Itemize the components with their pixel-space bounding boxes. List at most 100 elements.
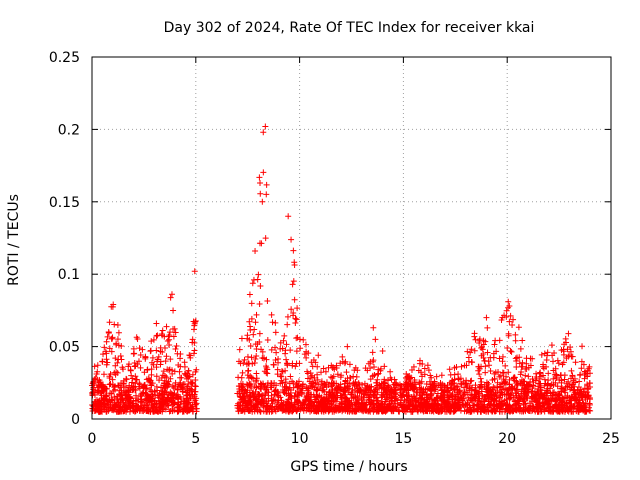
data-point [305, 390, 312, 397]
data-point [492, 369, 499, 376]
data-point [320, 365, 327, 372]
data-point [438, 372, 445, 379]
data-point [509, 387, 516, 394]
data-point [464, 407, 471, 414]
data-point [235, 383, 242, 390]
data-points [89, 123, 594, 415]
data-point [284, 313, 291, 320]
data-point [321, 405, 328, 412]
data-point [467, 397, 474, 404]
data-point [103, 338, 110, 345]
data-point [507, 312, 514, 319]
data-point [263, 403, 270, 410]
data-point [328, 399, 335, 406]
data-point [464, 389, 471, 396]
data-point [493, 348, 500, 355]
data-point [264, 298, 271, 305]
data-point [288, 236, 295, 243]
data-point [498, 401, 505, 408]
data-point [178, 384, 185, 391]
data-point [515, 324, 522, 331]
data-point [246, 318, 253, 325]
data-point [424, 362, 431, 369]
data-point [163, 353, 170, 360]
data-point [408, 408, 415, 415]
data-point [519, 337, 526, 344]
data-point [433, 402, 440, 409]
data-point [496, 337, 503, 344]
data-point [467, 408, 474, 415]
data-point [425, 367, 432, 374]
data-point [282, 347, 289, 354]
data-point [560, 359, 567, 366]
data-point [538, 351, 545, 358]
data-point [417, 380, 424, 387]
data-point [183, 392, 190, 399]
data-point [191, 388, 198, 395]
data-point [478, 405, 485, 412]
data-point [171, 390, 178, 397]
data-point [561, 376, 568, 383]
data-point [151, 401, 158, 408]
data-point [584, 389, 591, 396]
data-point [371, 403, 378, 410]
data-point [511, 405, 518, 412]
data-point [559, 385, 566, 392]
data-point [239, 369, 246, 376]
data-point [150, 408, 157, 415]
data-point [175, 393, 182, 400]
data-point [268, 408, 275, 415]
data-point [482, 338, 489, 345]
data-point [413, 397, 420, 404]
data-point [522, 372, 529, 379]
data-point [289, 362, 296, 369]
data-point [519, 359, 526, 366]
data-point [523, 360, 530, 367]
data-point [191, 339, 198, 346]
data-point [568, 375, 575, 382]
data-point [322, 368, 329, 375]
data-point [313, 393, 320, 400]
data-point [100, 371, 107, 378]
data-point [521, 390, 528, 397]
data-point [147, 393, 154, 400]
data-point [270, 382, 277, 389]
data-point [146, 386, 153, 393]
data-point [585, 392, 592, 399]
data-point [177, 379, 184, 386]
data-point [246, 407, 253, 414]
data-point [424, 391, 431, 398]
data-point [246, 336, 253, 343]
data-point [505, 385, 512, 392]
data-point [288, 306, 295, 313]
data-point [121, 383, 128, 390]
data-point [106, 345, 113, 352]
data-point [142, 354, 149, 361]
data-point [375, 370, 382, 377]
data-point [502, 362, 509, 369]
data-point [139, 346, 146, 353]
data-point [318, 380, 325, 387]
data-point [240, 360, 247, 367]
data-point [188, 405, 195, 412]
data-point [503, 307, 510, 314]
x-tick-label: 15 [394, 431, 412, 447]
data-point [343, 395, 350, 402]
data-point [184, 387, 191, 394]
data-point [578, 365, 585, 372]
data-point [341, 401, 348, 408]
data-point [335, 406, 342, 413]
y-tick-label: 0.2 [58, 122, 80, 138]
data-point [417, 399, 424, 406]
data-point [474, 401, 481, 408]
data-point [112, 362, 119, 369]
data-point [405, 396, 412, 403]
data-point [403, 371, 410, 378]
data-point [274, 371, 281, 378]
data-point [536, 406, 543, 413]
data-point [513, 386, 520, 393]
y-tick-label: 0 [71, 412, 80, 428]
data-point [400, 402, 407, 409]
data-point [540, 365, 547, 372]
data-point [170, 384, 177, 391]
